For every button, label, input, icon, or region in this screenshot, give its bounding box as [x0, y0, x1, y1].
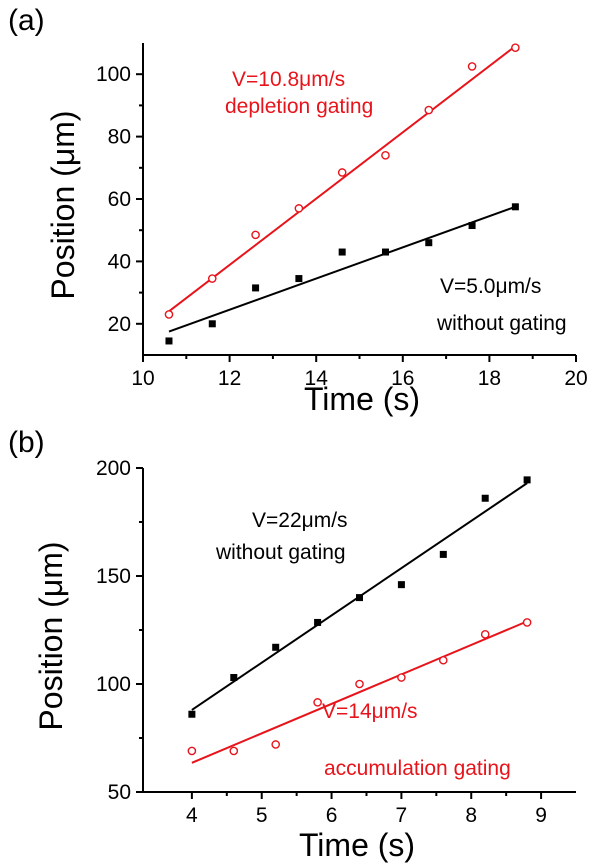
data-point-a-0 — [207, 274, 217, 283]
data-point-a-1 — [338, 248, 346, 256]
data-point-a-1 — [381, 248, 389, 256]
data-point-a-0 — [424, 105, 434, 115]
data-point-b-0 — [272, 643, 280, 651]
x-axis-title-b: Time (s) — [299, 827, 415, 863]
data-point-b-1 — [229, 746, 239, 756]
x-tick-label-a: 20 — [564, 367, 587, 390]
data-point-b-1 — [480, 630, 490, 639]
y-axis-title-a: Position (μm) — [45, 110, 81, 299]
annotation-b-without-line2: without gating — [215, 541, 346, 564]
x-axis-title-a: Time (s) — [304, 381, 420, 417]
panel-label-a: (a) — [8, 4, 45, 37]
axes-a — [142, 43, 576, 356]
data-point-a-0 — [381, 151, 390, 160]
data-point-b-0 — [397, 581, 405, 589]
data-point-b-0 — [481, 494, 489, 502]
data-point-b-0 — [188, 710, 196, 718]
data-point-a-0 — [467, 62, 477, 71]
y-tick-label-a: 100 — [96, 63, 131, 86]
x-tick-label-a: 14 — [305, 367, 329, 390]
fit-line-b-1 — [191, 620, 528, 764]
chart-a: (a) V=10.8μm/s depletion gating V=5.0μm/… — [8, 4, 588, 417]
data-point-b-1 — [522, 618, 532, 627]
data-point-a-1 — [252, 284, 260, 292]
data-point-a-1 — [511, 203, 519, 211]
data-point-b-1 — [187, 746, 197, 756]
annotation-b-accumulation-line1: V=14μm/s — [322, 700, 418, 723]
axes-b — [142, 468, 576, 793]
x-tick-label-a: 10 — [131, 367, 154, 390]
annotation-a-without-line1: V=5.0μm/s — [440, 275, 541, 298]
fit-line-a-1 — [168, 205, 516, 333]
x-tick-label-b: 9 — [535, 804, 547, 827]
data-point-a-1 — [208, 320, 216, 328]
x-tick-label-b: 4 — [186, 804, 198, 827]
data-point-b-0 — [523, 476, 531, 484]
data-point-b-0 — [230, 674, 238, 682]
panel-label-b: (b) — [8, 426, 45, 459]
data-point-a-1 — [468, 222, 476, 230]
x-tick-label-a: 16 — [391, 367, 414, 390]
y-tick-label-a: 20 — [108, 313, 131, 336]
data-point-a-0 — [511, 43, 520, 52]
x-tick-label-b: 8 — [465, 804, 477, 827]
data-point-b-1 — [397, 673, 406, 682]
y-tick-label-a: 60 — [108, 188, 131, 211]
data-point-a-1 — [425, 239, 433, 247]
y-tick-label-b: 200 — [96, 457, 131, 480]
data-point-a-0 — [294, 204, 304, 213]
data-point-b-1 — [439, 655, 448, 665]
y-tick-label-a: 80 — [108, 126, 131, 149]
data-point-b-0 — [356, 594, 363, 602]
annotation-a-depletion-line1: V=10.8μm/s — [232, 68, 345, 91]
y-axis-title-b: Position (μm) — [33, 541, 69, 730]
y-tick-label-b: 150 — [96, 565, 131, 588]
x-tick-label-a: 18 — [478, 367, 501, 390]
data-point-b-0 — [439, 550, 447, 558]
data-point-b-1 — [355, 679, 364, 689]
y-tick-label-b: 100 — [96, 673, 131, 696]
x-tick-label-b: 7 — [396, 804, 408, 827]
data-point-a-0 — [337, 168, 347, 177]
annotation-b-accumulation-line2: accumulation gating — [324, 757, 511, 780]
x-tick-label-b: 6 — [326, 804, 338, 827]
data-point-a-1 — [165, 337, 173, 345]
data-point-b-0 — [314, 618, 322, 626]
annotation-b-without-line1: V=22μm/s — [252, 509, 348, 532]
data-point-b-1 — [313, 698, 322, 707]
x-tick-label-a: 12 — [218, 367, 241, 390]
annotation-a-without-line2: without gating — [436, 312, 567, 335]
y-tick-label-a: 40 — [108, 250, 131, 273]
data-point-a-1 — [295, 275, 303, 283]
chart-b: (b) V=22μm/s without gating V=14μm/s acc… — [8, 426, 576, 863]
data-point-a-0 — [164, 310, 174, 319]
y-tick-label-b: 50 — [108, 781, 131, 804]
x-tick-label-b: 5 — [256, 804, 268, 827]
fit-line-a-0 — [168, 45, 516, 313]
data-point-a-0 — [251, 230, 260, 240]
annotation-a-depletion-line2: depletion gating — [225, 95, 373, 118]
data-point-b-1 — [271, 740, 280, 749]
